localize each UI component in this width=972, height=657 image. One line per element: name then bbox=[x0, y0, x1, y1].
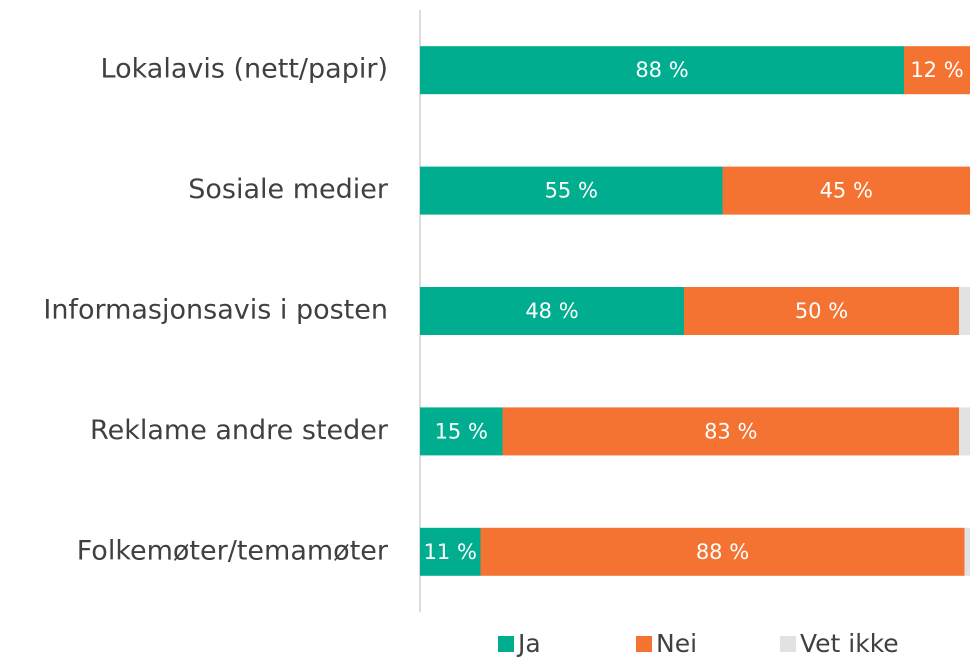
bar-segment bbox=[480, 527, 965, 576]
bar-segment bbox=[684, 287, 959, 335]
legend-swatch bbox=[498, 636, 514, 652]
data-label: 45 % bbox=[820, 179, 873, 203]
legend-label: Ja bbox=[516, 629, 541, 657]
data-label: 88 % bbox=[696, 540, 749, 564]
bar-segment bbox=[420, 166, 723, 215]
bar-segment bbox=[420, 287, 684, 335]
data-label: 55 % bbox=[545, 179, 598, 203]
category-label: Informasjonsavis i posten bbox=[43, 295, 388, 326]
category-label: Reklame andre steder bbox=[90, 415, 389, 446]
legend-label: Vet ikke bbox=[800, 629, 899, 657]
data-label: 88 % bbox=[635, 58, 688, 82]
bar-segment bbox=[420, 46, 904, 95]
legend-label: Nei bbox=[656, 629, 697, 657]
legend-swatch bbox=[636, 636, 652, 652]
legend-swatch bbox=[780, 636, 796, 652]
bar-segment bbox=[420, 527, 481, 576]
bar-segment bbox=[722, 166, 970, 215]
bar-segment bbox=[959, 407, 970, 456]
bar-segment bbox=[964, 527, 970, 576]
bar-segment bbox=[959, 287, 970, 335]
data-label: 50 % bbox=[795, 299, 848, 323]
data-label: 83 % bbox=[704, 419, 757, 443]
category-label: Folkemøter/temamøter bbox=[77, 535, 389, 566]
bar-segment bbox=[904, 46, 970, 95]
data-label: 11 % bbox=[424, 540, 477, 564]
category-label: Sosiale medier bbox=[188, 174, 389, 205]
data-label: 12 % bbox=[910, 58, 963, 82]
data-label: 15 % bbox=[435, 419, 488, 443]
data-label: 48 % bbox=[525, 299, 578, 323]
category-label: Lokalavis (nett/papir) bbox=[101, 54, 388, 85]
bar-segment bbox=[502, 407, 959, 456]
bar-segment bbox=[420, 407, 503, 456]
